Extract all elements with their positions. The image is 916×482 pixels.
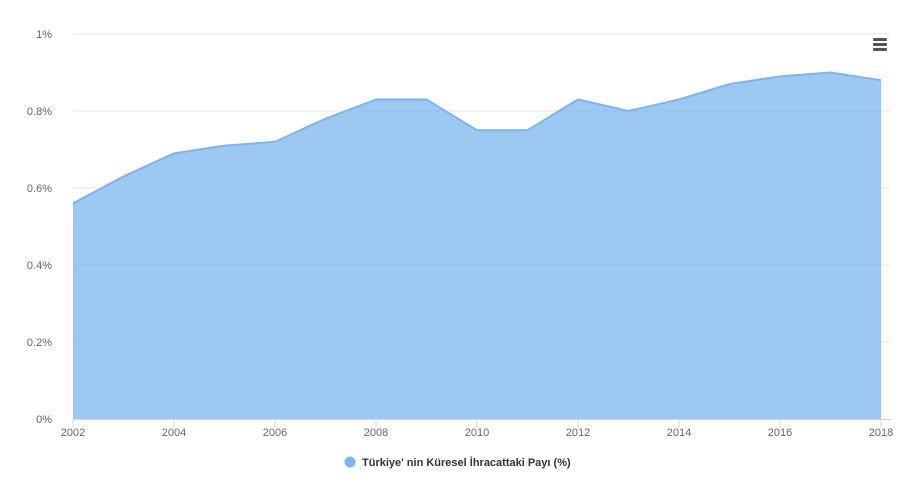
x-tick-label: 2006 [263,427,287,439]
legend-label: Türkiye' nin Küresel İhracattaki Payı (%… [362,456,571,469]
x-tick-label: 2004 [162,427,186,439]
x-tick-label: 2012 [566,427,590,439]
series-area [73,72,881,419]
x-tick-label: 2002 [61,427,85,439]
x-tick-label: 2018 [869,427,893,439]
y-tick-label: 0.8% [27,106,52,118]
y-tick-label: 0.2% [27,337,52,349]
y-tick-label: 0.6% [27,183,52,195]
y-tick-label: 0.4% [27,260,52,272]
hamburger-menu-icon-bar [873,38,887,41]
chart-menu-button[interactable] [867,34,893,56]
x-tick-label: 2016 [768,427,792,439]
y-tick-label: 0% [36,414,52,426]
y-tick-label: 1% [36,29,52,41]
hamburger-menu-icon-bar [873,48,887,51]
x-tick-label: 2008 [364,427,388,439]
x-tick-label: 2010 [465,427,489,439]
hamburger-menu-icon-bar [873,43,887,46]
x-tick-label: 2014 [667,427,691,439]
legend-marker [344,456,356,468]
